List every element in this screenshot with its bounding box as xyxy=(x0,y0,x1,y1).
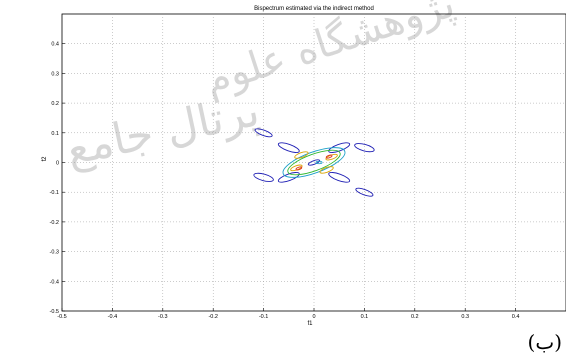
y-tick-label: 0.3 xyxy=(51,71,59,77)
y-tick-labels: -0.5 -0.4 -0.3 -0.2 -0.1 0 0.1 0.2 0.3 0.4 xyxy=(50,42,65,315)
y-tick-label: -0.5 xyxy=(50,309,59,315)
watermark: پژوهشگاه علوم پرتال جامع xyxy=(62,0,460,176)
contour-high xyxy=(294,151,309,159)
x-tick-label: -0.2 xyxy=(208,314,217,320)
figure-caption: (ب) xyxy=(528,330,562,354)
x-tick-labels: -0.5 -0.4 -0.3 -0.2 -0.1 0 0.1 0.2 0.3 0.4 xyxy=(57,308,519,320)
chart-title: Bispectrum estimated via the indirect me… xyxy=(254,6,374,12)
y-tick-label: 0 xyxy=(56,161,59,167)
y-tick-label: 0.4 xyxy=(51,42,59,48)
x-tick-label: 0.2 xyxy=(411,314,419,320)
x-tick-label: -0.4 xyxy=(108,314,117,320)
x-axis-label: f1 xyxy=(307,321,313,327)
contour-mid xyxy=(287,149,341,176)
x-tick-label: 0.3 xyxy=(461,314,469,320)
y-gridlines xyxy=(62,43,566,282)
y-tick-label: -0.1 xyxy=(50,190,59,196)
x-tick-label: 0.4 xyxy=(512,314,520,320)
y-tick-label: -0.2 xyxy=(50,220,59,226)
contour-low xyxy=(277,172,300,183)
contour-low xyxy=(254,128,273,138)
x-tick-label: 0 xyxy=(312,314,315,320)
x-tick-label: -0.3 xyxy=(158,314,167,320)
contour-low xyxy=(354,143,375,153)
y-tick-label: -0.3 xyxy=(50,250,59,256)
contour-low xyxy=(253,172,274,182)
x-tick-label: -0.1 xyxy=(259,314,268,320)
contour-center xyxy=(315,160,323,165)
contour-peak xyxy=(325,154,333,159)
x-tick-label: -0.5 xyxy=(57,314,66,320)
x-tick-label: 0.1 xyxy=(361,314,369,320)
contour-low xyxy=(328,172,351,183)
contour-peak xyxy=(295,166,303,171)
contour-mid xyxy=(282,147,346,178)
contour-center xyxy=(307,159,321,166)
contour-high xyxy=(319,166,334,174)
y-tick-label: -0.4 xyxy=(50,279,59,285)
contour-lines xyxy=(253,128,375,197)
y-tick-label: 0.1 xyxy=(51,131,59,137)
y-tick-label: 0.2 xyxy=(51,101,59,107)
y-axis-label: f2 xyxy=(42,156,48,162)
contour-low xyxy=(355,187,374,197)
contour-low xyxy=(277,142,300,153)
contour-low xyxy=(328,142,351,153)
